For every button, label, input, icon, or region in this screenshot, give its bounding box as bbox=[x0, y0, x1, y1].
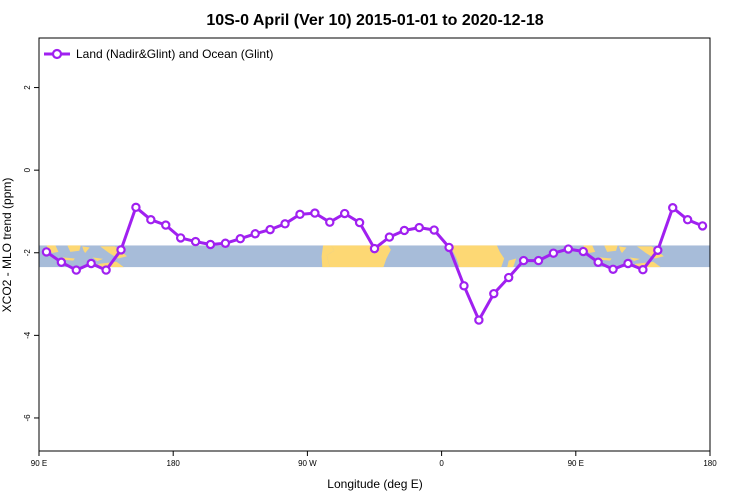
data-point bbox=[235, 234, 245, 244]
y-tick-label: 0 bbox=[23, 167, 32, 172]
data-point bbox=[131, 202, 141, 213]
y-axis-label: XCO2 - MLO trend (ppm) bbox=[0, 178, 14, 313]
data-point bbox=[638, 264, 648, 275]
legend-label: Land (Nadir&Glint) and Ocean (Glint) bbox=[76, 47, 273, 61]
data-point bbox=[429, 225, 439, 235]
data-point bbox=[504, 272, 514, 283]
data-point bbox=[250, 229, 260, 239]
land-south-america bbox=[326, 245, 391, 268]
data-point bbox=[295, 209, 305, 220]
land-indonesia-west-sulawesi bbox=[82, 246, 90, 253]
data-point bbox=[414, 222, 424, 233]
land-indonesia-east-sulawesi bbox=[619, 246, 627, 253]
data-point bbox=[563, 244, 574, 254]
x-tick-label: 90 E bbox=[568, 459, 584, 468]
data-point bbox=[593, 257, 603, 267]
data-point bbox=[518, 255, 529, 266]
land-peru-west-coast bbox=[321, 245, 335, 268]
data-point bbox=[369, 243, 380, 254]
land-indonesia-east-sumatra bbox=[583, 245, 596, 253]
series-layer bbox=[41, 202, 708, 325]
data-point bbox=[474, 315, 484, 325]
x-axis: 90 E 180 90 W 0 90 E 180 bbox=[31, 451, 717, 468]
data-point bbox=[399, 225, 410, 236]
y-tick-label: -4 bbox=[23, 331, 32, 339]
land-indonesia-west-java bbox=[62, 257, 75, 261]
x-axis-label: Longitude (deg E) bbox=[327, 477, 422, 491]
data-point bbox=[175, 233, 186, 243]
x-tick-label: 180 bbox=[703, 459, 717, 468]
data-point bbox=[86, 258, 96, 269]
data-point bbox=[668, 203, 678, 213]
land-indonesia-east-borneo bbox=[604, 245, 618, 252]
y-tick-label: -6 bbox=[23, 414, 32, 422]
land-indonesia-east-timor bbox=[629, 257, 640, 262]
land-indonesia-west-sumatra bbox=[46, 245, 59, 253]
data-point bbox=[56, 257, 67, 267]
data-point bbox=[310, 208, 320, 218]
data-point bbox=[533, 255, 544, 266]
land-indonesia-west-borneo bbox=[67, 245, 81, 252]
data-point bbox=[190, 236, 201, 247]
land-indonesia-west-new-guinea bbox=[100, 246, 127, 259]
data-point bbox=[459, 281, 469, 291]
data-point bbox=[146, 215, 156, 225]
legend-marker bbox=[51, 48, 63, 60]
data-point bbox=[41, 247, 52, 257]
data-point bbox=[384, 232, 395, 242]
land-madagascar bbox=[507, 258, 517, 268]
land-indonesia-west-timor bbox=[92, 257, 104, 262]
data-point bbox=[325, 217, 335, 227]
data-point bbox=[205, 239, 216, 250]
land-indonesia-east-new-guinea bbox=[636, 246, 664, 259]
data-point bbox=[548, 248, 559, 258]
x-tick-label: 0 bbox=[439, 459, 444, 468]
data-point bbox=[280, 219, 290, 229]
x-tick-label: 180 bbox=[167, 459, 181, 468]
data-point bbox=[444, 242, 454, 253]
y-axis: 2 0 -2 -4 -6 bbox=[23, 85, 39, 422]
data-point bbox=[608, 264, 618, 274]
data-point bbox=[578, 246, 588, 257]
data-point bbox=[265, 224, 275, 235]
y-tick-label: -2 bbox=[23, 249, 32, 257]
land-africa bbox=[452, 245, 505, 268]
legend: Land (Nadir&Glint) and Ocean (Glint) bbox=[44, 47, 273, 61]
data-point bbox=[653, 245, 663, 255]
data-point bbox=[101, 265, 111, 275]
x-tick-label: 90 W bbox=[298, 459, 317, 468]
data-point bbox=[623, 258, 633, 269]
data-point bbox=[339, 208, 350, 219]
data-point bbox=[697, 221, 708, 231]
x-tick-label: 90 E bbox=[31, 459, 47, 468]
plot-frame bbox=[38, 37, 711, 452]
data-point bbox=[682, 215, 693, 225]
chart-title: 10S-0 April (Ver 10) 2015-01-01 to 2020-… bbox=[206, 12, 543, 29]
data-point bbox=[161, 220, 171, 230]
data-point bbox=[220, 238, 231, 248]
data-point bbox=[71, 265, 81, 275]
y-tick-label: 2 bbox=[23, 85, 32, 90]
land-indonesia-east-java bbox=[599, 257, 612, 261]
data-point bbox=[354, 217, 365, 228]
data-point bbox=[116, 245, 126, 255]
data-point bbox=[489, 288, 499, 299]
